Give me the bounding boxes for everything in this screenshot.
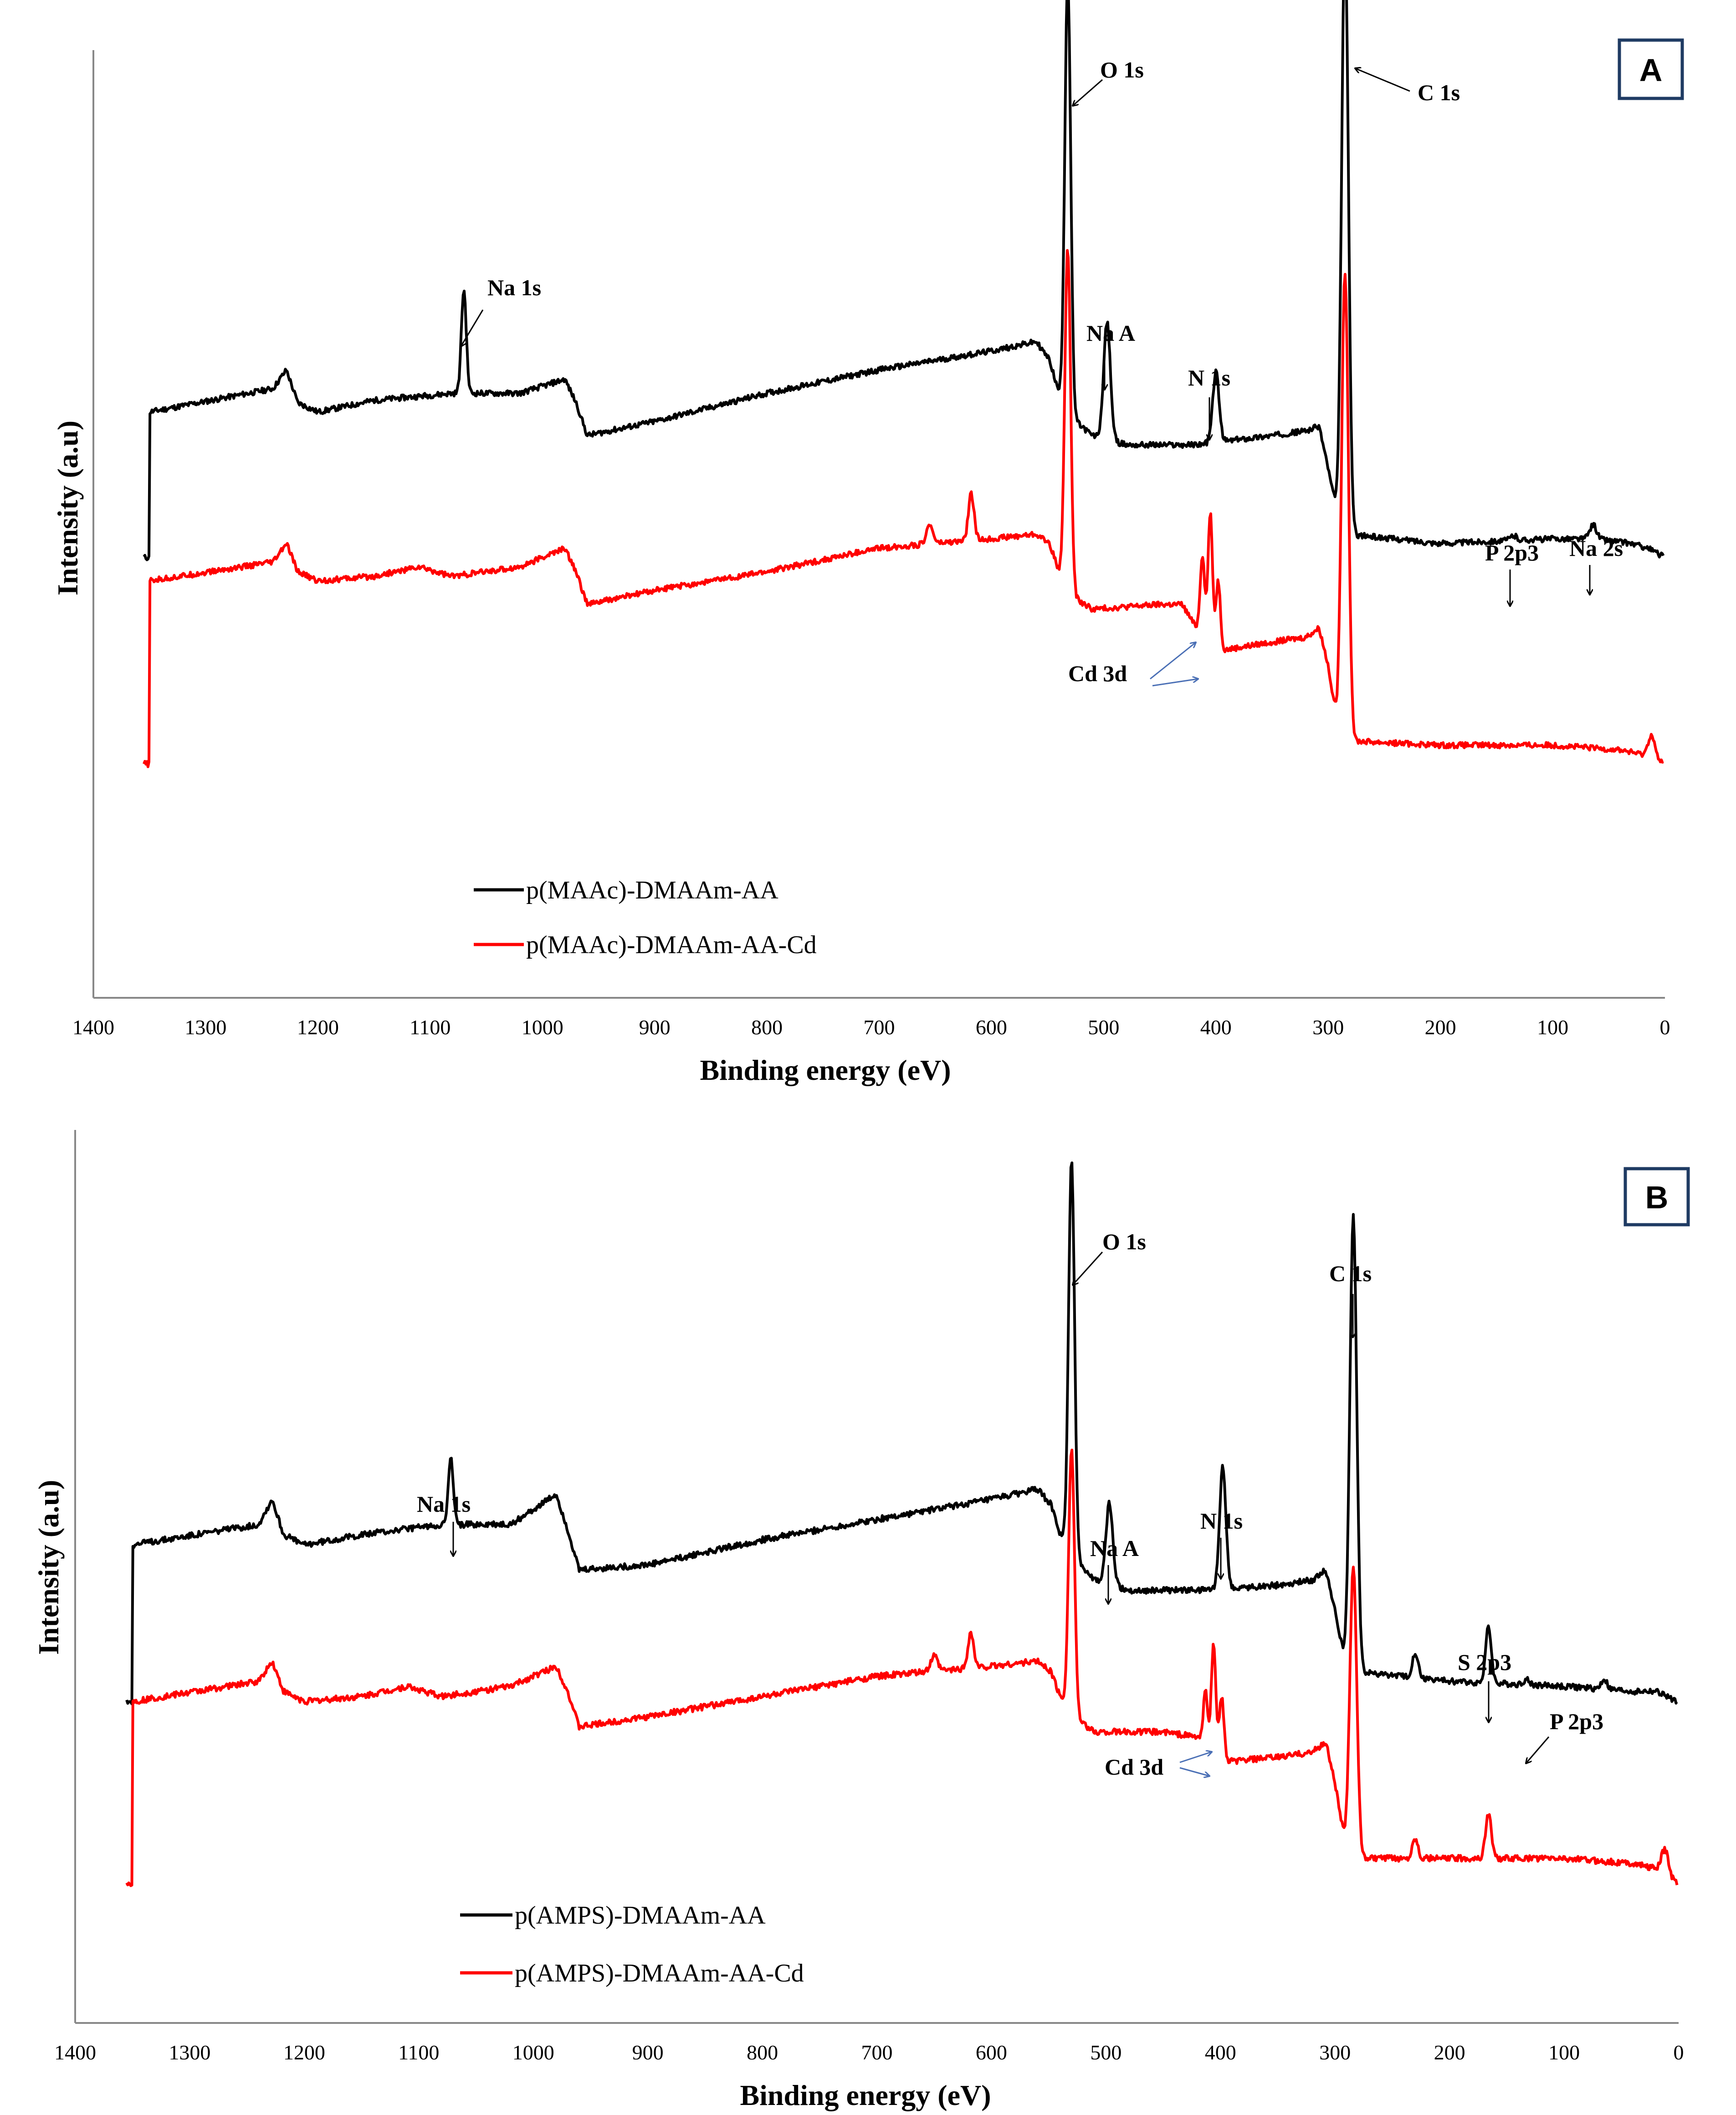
arrow-cd3d-a-lower: [1152, 679, 1198, 687]
x-tick-label-a-11: 300: [1312, 1016, 1344, 1039]
annotation-p2p3-b: P 2p3: [1550, 1709, 1603, 1734]
panel-badge-b: [1623, 1167, 1690, 1227]
x-tick-label-a-9: 500: [1088, 1016, 1119, 1039]
arrow-cd3d-b-upper: [1179, 1752, 1212, 1763]
annotation-n1s-a: N 1s: [1188, 365, 1230, 390]
x-tick-label-a-2: 1200: [297, 1016, 339, 1039]
annotation-o1s-a: O 1s: [1100, 57, 1144, 82]
arrow-cd3d-a-upper: [1150, 642, 1196, 680]
annotation-n1s-b: N 1s: [1200, 1508, 1243, 1534]
arrow-o1s-b: [1073, 1251, 1103, 1285]
x-tick-label-b-4: 1000: [512, 2041, 554, 2064]
x-tick-label-b-0: 1400: [54, 2041, 96, 2064]
annotation-naa-b: Na A: [1090, 1535, 1139, 1561]
annotation-cd3d-b: Cd 3d: [1105, 1754, 1163, 1780]
x-axis-label-a: Binding energy (eV): [700, 1054, 951, 1086]
annotation-na1s-b: Na 1s: [417, 1491, 471, 1517]
x-tick-label-a-1: 1300: [184, 1016, 226, 1039]
annotation-s2p3-b: S 2p3: [1458, 1649, 1511, 1675]
arrow-na1s-a: [461, 309, 484, 346]
x-tick-label-b-3: 1100: [398, 2041, 439, 2064]
x-tick-label-a-4: 1000: [522, 1016, 563, 1039]
legend-label-a-1: p(MAAc)-DMAAm-AA: [526, 876, 778, 904]
arrow-c1s-a: [1355, 68, 1410, 92]
annotation-na1s-a: Na 1s: [487, 275, 541, 300]
annotation-cd3d-a: Cd 3d: [1068, 661, 1127, 686]
arrow-cd3d-b-lower: [1179, 1767, 1209, 1776]
x-tick-label-a-12: 200: [1425, 1016, 1456, 1039]
x-tick-label-a-13: 100: [1537, 1016, 1568, 1039]
annotation-naa-a: Na A: [1086, 320, 1135, 346]
arrow-o1s-a: [1073, 79, 1103, 106]
legend-label-b-1: p(AMPS)-DMAAm-AA: [515, 1901, 766, 1930]
x-tick-label-b-2: 1200: [283, 2041, 325, 2064]
x-tick-label-a-10: 400: [1200, 1016, 1232, 1039]
legend-label-a-2: p(MAAc)-DMAAm-AA-Cd: [526, 931, 817, 959]
x-tick-label-b-13: 100: [1548, 2041, 1580, 2064]
series-group-b: [125, 1161, 1679, 1887]
series-line-b-2: [125, 1448, 1679, 1887]
x-tick-label-a-0: 1400: [72, 1016, 114, 1039]
x-tick-label-a-3: 1100: [410, 1016, 451, 1039]
x-ticks-a: 1400 1300 1200 1100 1000 900 800 700 600 500 400 30…: [72, 1016, 1670, 1039]
series-group-a: [143, 0, 1665, 768]
x-tick-label-b-9: 500: [1090, 2041, 1121, 2064]
x-tick-label-b-14: 0: [1674, 2041, 1684, 2064]
y-axis-label-b: Intensity (a.u): [32, 1480, 65, 1655]
panel-label-b: B: [1645, 1180, 1669, 1215]
x-tick-label-b-1: 1300: [169, 2041, 210, 2064]
x-tick-label-b-10: 400: [1205, 2041, 1236, 2064]
x-tick-label-a-8: 600: [976, 1016, 1007, 1039]
arrow-p2p3-b: [1526, 1736, 1550, 1763]
annotation-na2s-a: Na 2s: [1569, 535, 1623, 561]
panel-a: 1400 1300 1200 1100 1000 900 800 700 600 500 400 30…: [51, 0, 1684, 1086]
x-axis-label-b: Binding energy (eV): [740, 2079, 991, 2111]
series-line-a-1: [143, 0, 1665, 561]
x-tick-label-a-7: 700: [864, 1016, 895, 1039]
annotation-c1s-b: C 1s: [1329, 1261, 1372, 1286]
x-tick-label-b-8: 600: [976, 2041, 1007, 2064]
annotation-c1s-a: C 1s: [1418, 80, 1460, 105]
y-axis-label-a: Intensity (a.u): [51, 421, 84, 595]
series-line-b-1: [125, 1161, 1678, 1705]
panel-b: 1400 1300 1200 1100 1000 900 800 700 600 500 400 30…: [32, 1130, 1690, 2111]
panel-label-a: A: [1639, 52, 1663, 88]
panel-badge-a: [1618, 38, 1684, 100]
x-tick-label-b-5: 900: [632, 2041, 664, 2064]
annotation-o1s-b: O 1s: [1102, 1229, 1146, 1254]
x-tick-label-b-6: 800: [747, 2041, 778, 2064]
x-tick-label-b-11: 300: [1319, 2041, 1351, 2064]
x-tick-label-a-5: 900: [639, 1016, 671, 1039]
x-tick-label-b-7: 700: [861, 2041, 893, 2064]
annotation-p2p3-a: P 2p3: [1485, 540, 1539, 565]
x-tick-label-a-6: 800: [751, 1016, 783, 1039]
series-line-a-2: [143, 249, 1664, 768]
legend-label-b-2: p(AMPS)-DMAAm-AA-Cd: [515, 1959, 804, 1987]
x-ticks-b: 1400 1300 1200 1100 1000 900 800 700 600 500 400 30…: [54, 2041, 1684, 2064]
x-tick-label-a-14: 0: [1660, 1016, 1670, 1039]
x-tick-label-b-12: 200: [1434, 2041, 1465, 2064]
